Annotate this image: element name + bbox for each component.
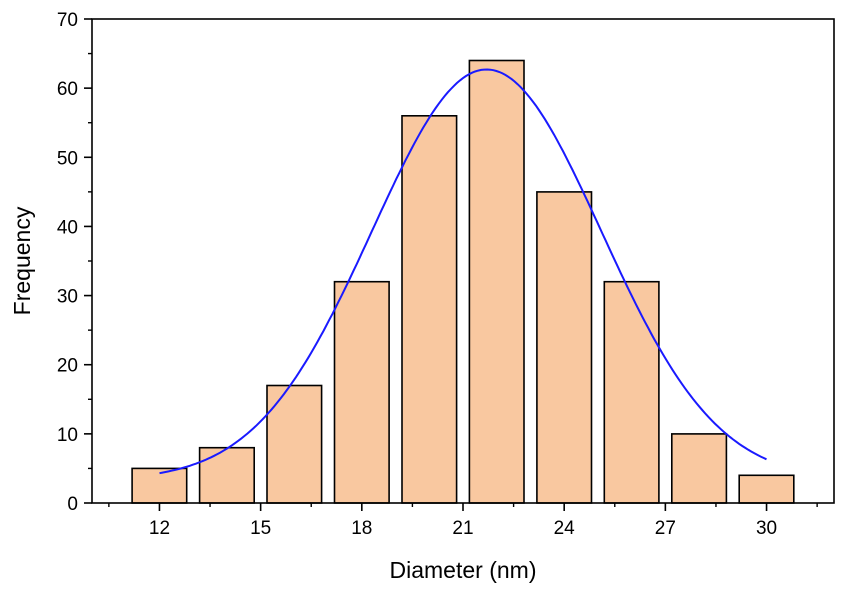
y-tick-label-30: 30: [57, 287, 78, 308]
axes-layer: 0 10 20 30 40 50 60 70 12 15 18 21 24 27 30: [57, 10, 835, 539]
fit-curve-layer: [159, 68, 767, 475]
y-tick-label-50: 50: [57, 148, 78, 169]
x-tick-label-12: 12: [149, 518, 170, 539]
bars-layer: [131, 59, 795, 504]
bar-30: [738, 474, 795, 504]
bar-12: [131, 467, 188, 504]
y-tick-label-10: 10: [57, 425, 78, 446]
bar-28: [670, 433, 728, 504]
y-tick-label-70: 70: [57, 10, 78, 31]
y-tick-label-0: 0: [67, 494, 78, 515]
y-tick-label-20: 20: [57, 356, 78, 377]
x-tick-label-18: 18: [351, 518, 372, 539]
gaussian-fit-curve: [159, 68, 767, 475]
bar-16: [266, 384, 323, 504]
y-tick-label-60: 60: [57, 79, 78, 100]
x-axis-title: Diameter (nm): [390, 557, 537, 583]
x-tick-label-30: 30: [756, 518, 777, 539]
bar-22: [468, 59, 525, 504]
x-tick-label-24: 24: [554, 518, 576, 539]
y-axis-title: Frequency: [9, 206, 35, 315]
y-tick-label-40: 40: [57, 217, 78, 238]
bar-26: [603, 280, 660, 504]
bar-20: [401, 115, 458, 504]
bar-24: [536, 191, 593, 504]
bar-14: [198, 446, 256, 504]
x-tick-label-21: 21: [452, 518, 473, 539]
x-tick-label-27: 27: [655, 518, 676, 539]
x-tick-label-15: 15: [250, 518, 271, 539]
bar-18: [333, 280, 390, 504]
